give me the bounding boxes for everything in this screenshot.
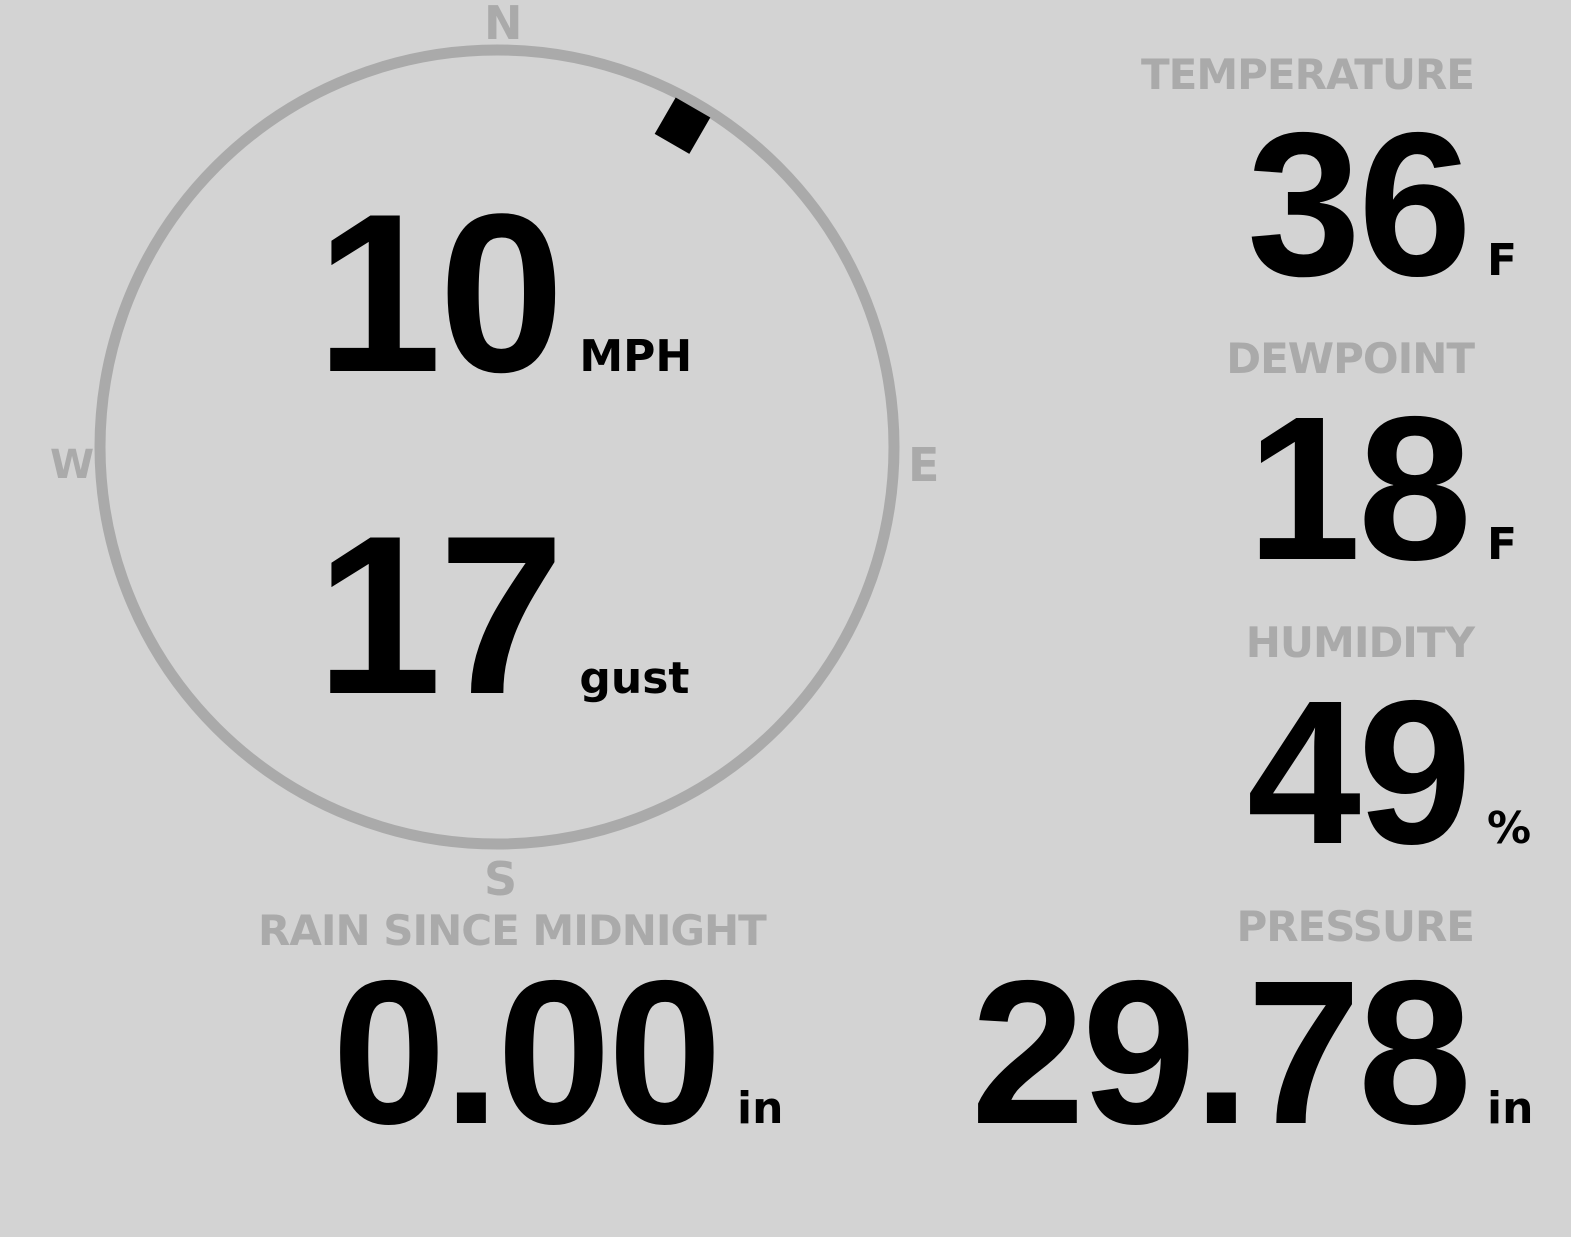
pressure-row: 29.78 in bbox=[970, 938, 1534, 1167]
wind-gust-label: gust bbox=[579, 653, 690, 704]
humidity-label: HUMIDITY bbox=[1245, 618, 1475, 667]
dewpoint-label: DEWPOINT bbox=[1226, 334, 1475, 383]
temperature-row: 36 F bbox=[1247, 102, 1531, 307]
dewpoint-row: 18 F bbox=[1247, 386, 1531, 591]
pressure-label: PRESSURE bbox=[1236, 902, 1475, 951]
compass-west: W bbox=[50, 442, 94, 488]
humidity-value: 49 bbox=[1246, 658, 1472, 887]
humidity-row: 49 % bbox=[1247, 670, 1531, 875]
rain-row: 0.00 in bbox=[332, 950, 783, 1155]
wind-compass bbox=[94, 44, 900, 850]
pressure-unit: in bbox=[1487, 1083, 1534, 1134]
wind-speed-row: 10 MPH bbox=[316, 180, 692, 406]
wind-direction-marker bbox=[654, 97, 711, 154]
wind-speed-value: 10 bbox=[316, 166, 564, 419]
compass-ring bbox=[94, 44, 900, 850]
temperature-value: 36 bbox=[1246, 90, 1472, 319]
temperature-label: TEMPERATURE bbox=[1141, 50, 1475, 99]
dewpoint-value: 18 bbox=[1246, 374, 1472, 603]
wind-gust-value: 17 bbox=[316, 488, 564, 741]
rain-label: RAIN SINCE MIDNIGHT bbox=[258, 906, 767, 955]
rain-unit: in bbox=[737, 1083, 784, 1134]
rain-value: 0.00 bbox=[332, 938, 722, 1167]
pressure-value: 29.78 bbox=[970, 938, 1472, 1167]
compass-east: E bbox=[908, 438, 939, 492]
compass-south: S bbox=[484, 852, 517, 906]
humidity-unit: % bbox=[1487, 803, 1532, 854]
wind-gust-row: 17 gust bbox=[316, 502, 689, 728]
wind-speed-unit: MPH bbox=[579, 331, 693, 382]
compass-north: N bbox=[484, 0, 522, 50]
dewpoint-unit: F bbox=[1487, 519, 1518, 570]
temperature-unit: F bbox=[1487, 235, 1518, 286]
